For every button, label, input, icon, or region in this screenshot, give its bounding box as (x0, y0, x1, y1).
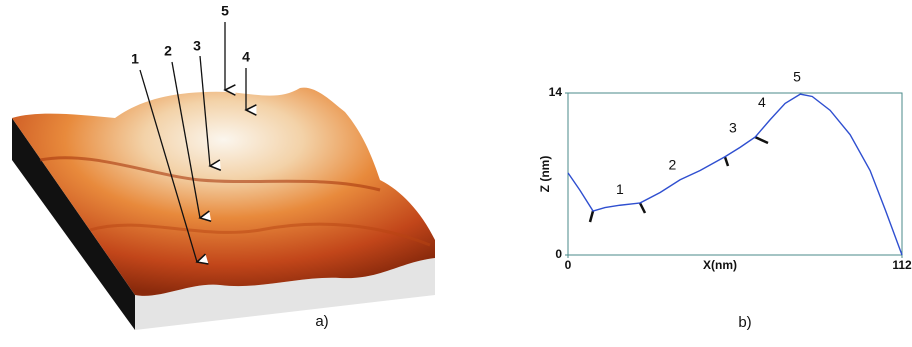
caption: a) (315, 313, 328, 330)
arrow-label: 1 (131, 51, 139, 67)
arrow-label: 2 (164, 43, 172, 59)
afm-image: 1 2 3 4 5 a) (12, 3, 435, 330)
y-tick-label: 14 (549, 85, 563, 99)
x-tick-label: 112 (892, 258, 912, 272)
arrow-label: 4 (242, 49, 250, 65)
annotation: 4 (758, 94, 766, 110)
annotation: 3 (729, 120, 737, 136)
x-tick-label: 0 (565, 258, 572, 272)
caption: b) (738, 314, 751, 331)
y-axis-label: Z (nm) (538, 156, 552, 193)
annotation: 2 (668, 157, 676, 173)
annotation: 1 (616, 181, 624, 197)
arrow-label: 5 (221, 3, 229, 19)
profile-line (567, 93, 903, 256)
profile-chart: 0 112 0 14 X(nm) Z (nm) b) 1 2 3 4 5 (538, 69, 912, 331)
y-tick-label: 0 (555, 247, 562, 261)
annotation: 5 (793, 69, 801, 85)
arrow-label: 3 (193, 38, 201, 54)
x-axis-label: X(nm) (703, 258, 737, 272)
